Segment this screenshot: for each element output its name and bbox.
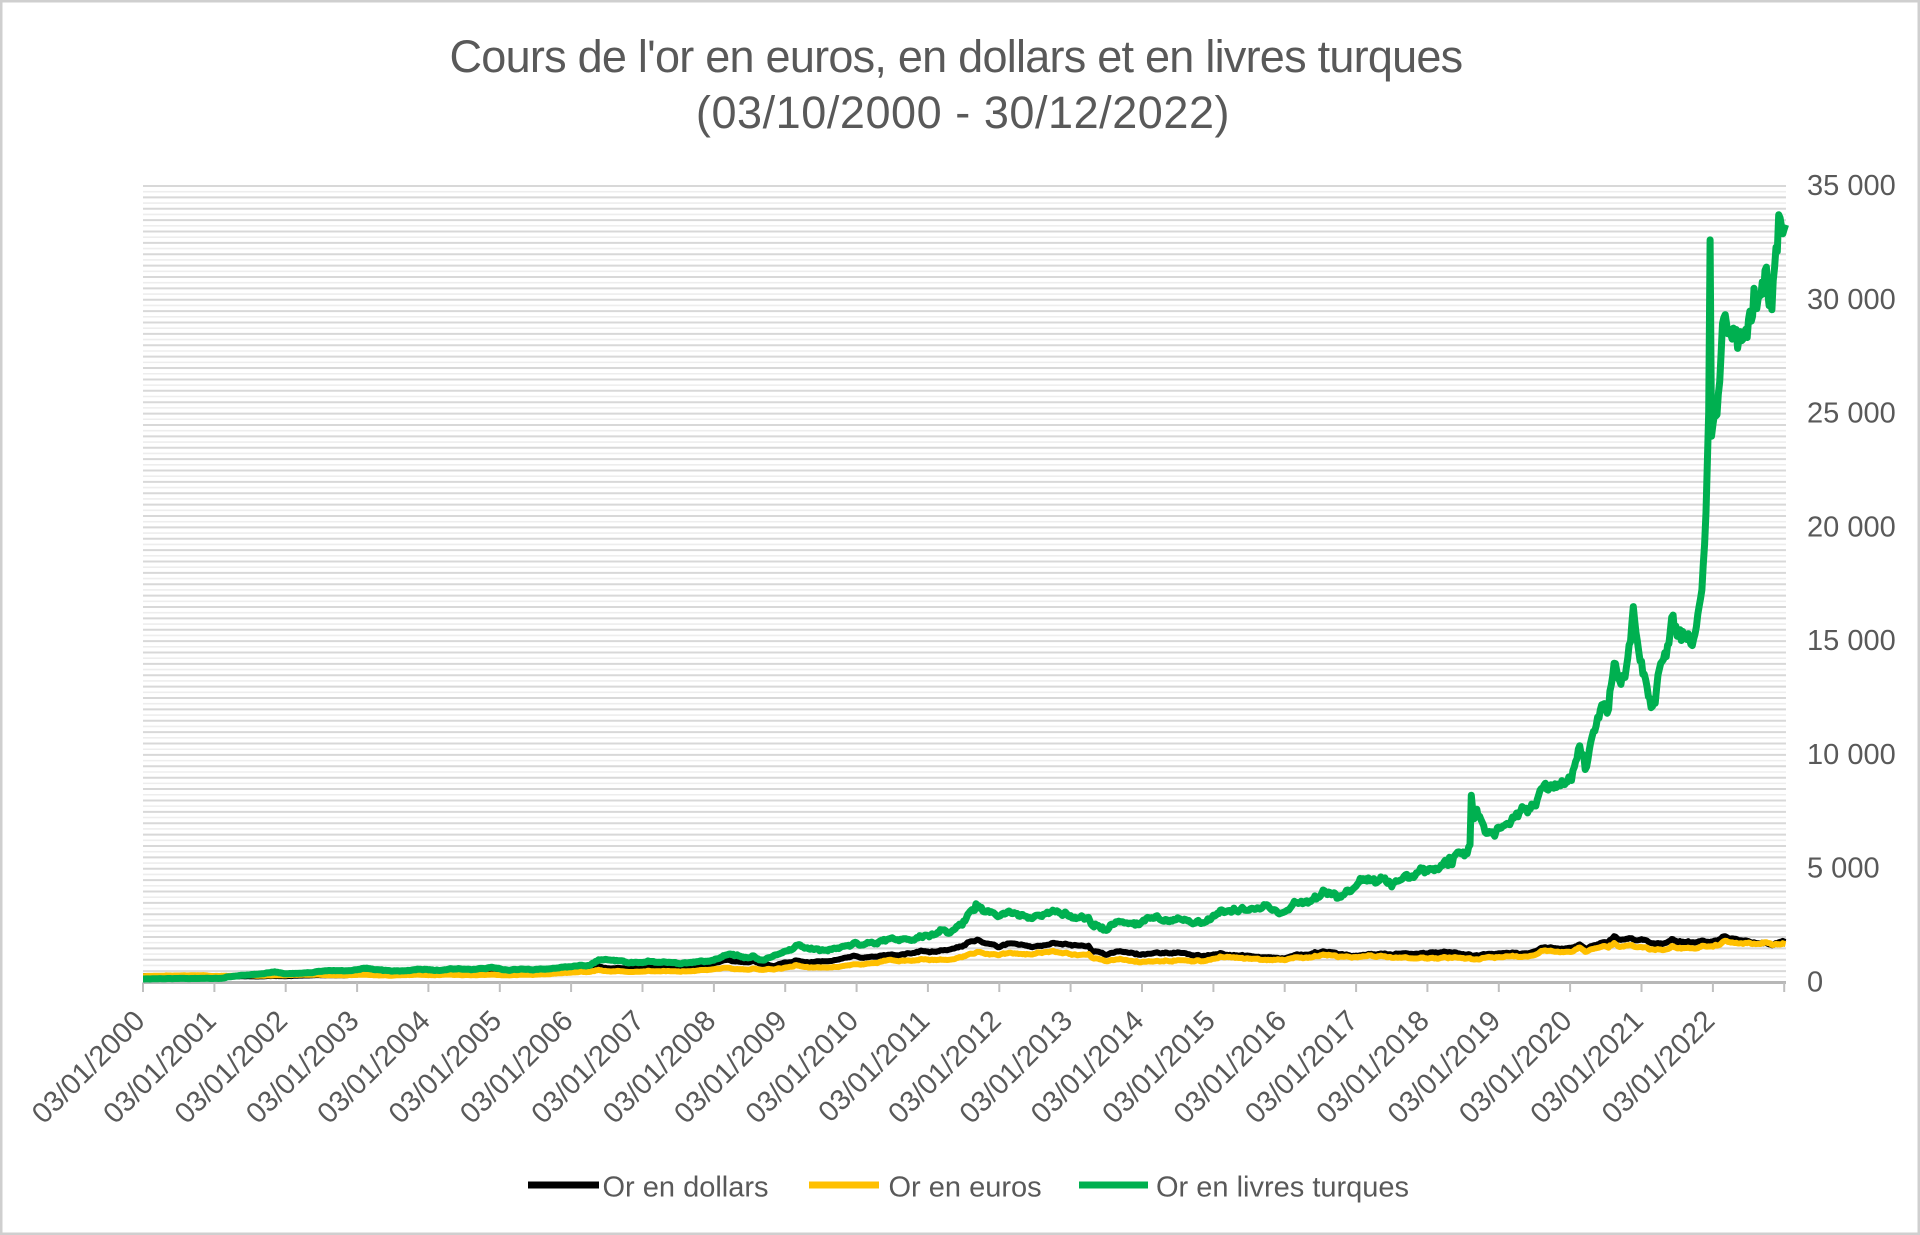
svg-text:Cours de l'or en euros, en dol: Cours de l'or en euros, en dollars et en…: [450, 31, 1463, 82]
svg-text:15 000: 15 000: [1807, 625, 1896, 657]
svg-text:25 000: 25 000: [1807, 398, 1896, 430]
svg-text:Or en livres turques: Or en livres turques: [1156, 1172, 1409, 1204]
svg-text:10 000: 10 000: [1807, 739, 1896, 771]
svg-text:5 000: 5 000: [1807, 853, 1880, 885]
svg-text:20 000: 20 000: [1807, 511, 1896, 543]
svg-text:Or en dollars: Or en dollars: [603, 1172, 769, 1204]
svg-text:Or en euros: Or en euros: [889, 1172, 1042, 1204]
svg-text:0: 0: [1807, 967, 1823, 999]
svg-text:30 000: 30 000: [1807, 284, 1896, 316]
svg-text:35 000: 35 000: [1807, 170, 1896, 202]
svg-text:(03/10/2000 - 30/12/2022): (03/10/2000 - 30/12/2022): [696, 87, 1230, 138]
